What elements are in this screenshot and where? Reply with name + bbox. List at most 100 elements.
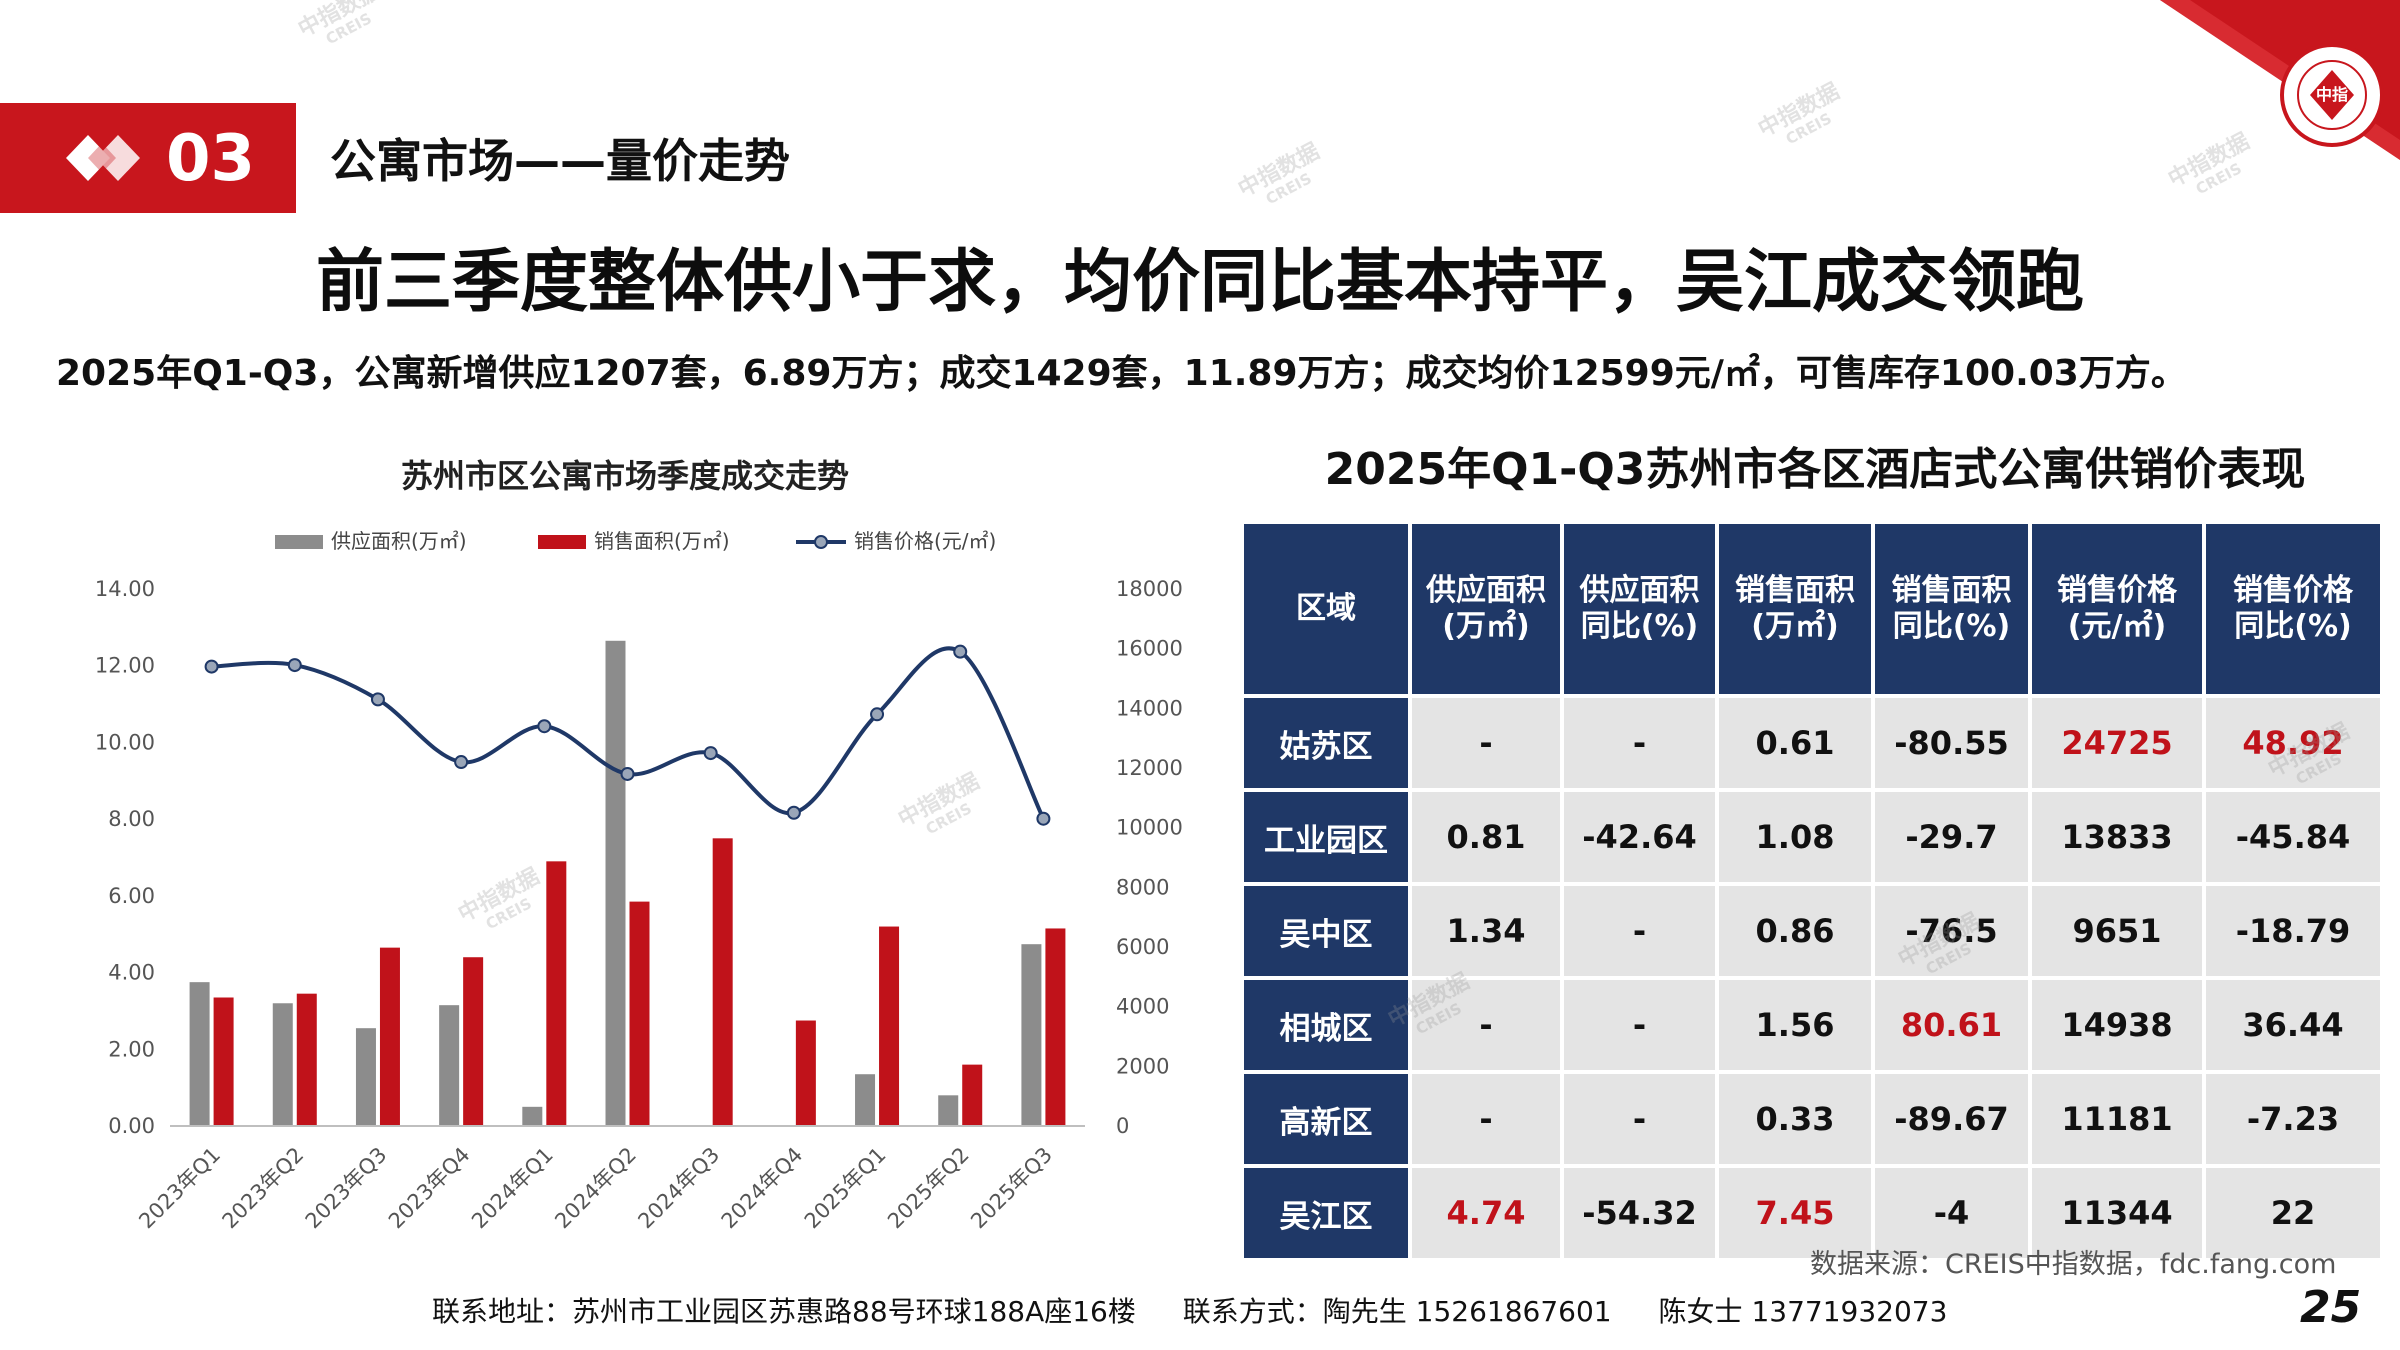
table-region-cell: 吴江区 xyxy=(1240,1164,1412,1262)
table-cell: 0.33 xyxy=(1715,1070,1875,1168)
table-header-text: 同比(%) xyxy=(1580,609,1699,644)
supply-bar xyxy=(189,982,210,1126)
table-row: 姑苏区 - -0.61 -80.55 24725 48.92 xyxy=(1240,694,2384,792)
sales-bar xyxy=(629,901,650,1126)
table-cell: 11344 xyxy=(2028,1164,2206,1262)
chart-legend: 供应面积(万㎡) 销售面积(万㎡) 销售价格(元/㎡) xyxy=(275,529,996,553)
legend-marker-price xyxy=(814,535,828,549)
sales-bar xyxy=(296,993,317,1126)
table-cell: 14938 xyxy=(2028,976,2206,1074)
table-cell: -4 xyxy=(1871,1164,2032,1262)
y-left-tick-label: 12.00 xyxy=(95,654,155,678)
table-row: 吴江区 4.74 -54.32 7.45 -4 11344 22 xyxy=(1240,1164,2384,1262)
table-cell: 0.61 xyxy=(1715,694,1875,792)
legend-swatch-sales xyxy=(538,535,586,549)
table-cell: -18.79 xyxy=(2202,882,2384,980)
table-cell: 7.45 xyxy=(1715,1164,1875,1262)
watermark: 中指数据 CREIS xyxy=(1754,79,1844,149)
table-cell: 1.34 xyxy=(1408,882,1564,980)
supply-bar xyxy=(605,640,626,1126)
x-tick-label: 2024年Q4 xyxy=(717,1143,808,1234)
table-cell: 22 xyxy=(2202,1164,2384,1262)
table-cell: - xyxy=(1408,1070,1564,1168)
logo-center-text: 中指 xyxy=(2316,85,2348,104)
y-left-tick-label: 8.00 xyxy=(108,807,155,831)
table-header-row: 区域 供应面积 (万㎡) 供应面积 同比(%) 销售面积 (万㎡) 销售面积 同比(%) 销售价格… xyxy=(1240,520,2384,698)
table-header-cell: 供应面积 同比(%) xyxy=(1560,520,1719,698)
y-left-tick-label: 2.00 xyxy=(108,1037,155,1061)
table-cell: 1.56 xyxy=(1715,976,1875,1074)
watermark: 中指数据 CREIS xyxy=(1234,139,1324,209)
supply-bar xyxy=(1021,944,1042,1126)
table-header-text: (万㎡) xyxy=(1442,609,1530,644)
price-point xyxy=(703,746,718,761)
y-right-tick-label: 16000 xyxy=(1116,637,1183,661)
table-cell: 9651 xyxy=(2028,882,2206,980)
supply-bar xyxy=(439,1005,460,1126)
table-region-cell: 姑苏区 xyxy=(1240,694,1412,792)
sales-bar xyxy=(962,1064,983,1126)
data-source: 数据来源：CREIS中指数据，fdc.fang.com xyxy=(1810,1249,2337,1280)
chart-area: 供应面积(万㎡) 销售面积(万㎡) 销售价格(元/㎡) 0.00 2.00 4.00… xyxy=(95,529,1183,1234)
watermark: 中指数据 CREIS xyxy=(294,0,384,49)
table-cell: -7.23 xyxy=(2202,1070,2384,1168)
table-header-cell: 供应面积 (万㎡) xyxy=(1408,520,1564,698)
table-header-text: (万㎡) xyxy=(1751,609,1839,644)
summary-text: 2025年Q1-Q3，公寓新增供应1207套，6.89万方；成交1429套，11… xyxy=(56,353,2187,394)
price-point xyxy=(287,658,302,673)
table-header-text: 同比(%) xyxy=(1892,609,2011,644)
y-left-tick-label: 10.00 xyxy=(95,730,155,754)
price-point xyxy=(454,755,469,770)
y-axis-right: 0 2000 4000 6000 8000 10000 12000 14000 16000 180… xyxy=(1116,577,1183,1138)
sales-bar xyxy=(1045,928,1066,1126)
table-region-cell: 吴中区 xyxy=(1240,882,1412,980)
table-cell: - xyxy=(1560,882,1719,980)
table-cell: -80.55 xyxy=(1871,694,2032,792)
table-header-cell: 销售价格 (元/㎡) xyxy=(2028,520,2206,698)
table-header-cell: 销售面积 同比(%) xyxy=(1871,520,2032,698)
table-header-cell: 区域 xyxy=(1240,520,1412,698)
chart-title: 苏州市区公寓市场季度成交走势 xyxy=(400,457,849,495)
footer: 联系地址：苏州市工业园区苏惠路88号环球188A座16楼 联系方式：陶先生 15… xyxy=(432,1290,1985,1334)
table-cell: 80.61 xyxy=(1871,976,2032,1074)
table-header-text: 销售价格 xyxy=(2057,573,2177,608)
table-cell: 48.92 xyxy=(2202,694,2384,792)
table-header-text: 销售面积 xyxy=(1735,573,1855,608)
y-left-tick-label: 0.00 xyxy=(108,1114,155,1138)
table-header-text: 供应面积 xyxy=(1426,573,1546,608)
table-header-text: 区域 xyxy=(1296,591,1356,626)
headline: 前三季度整体供小于求，均价同比基本持平，吴江成交领跑 xyxy=(315,243,2084,322)
table-region-cell: 工业园区 xyxy=(1240,788,1412,886)
table-cell: 36.44 xyxy=(2202,976,2384,1074)
x-tick-label: 2024年Q2 xyxy=(550,1143,641,1234)
supply-bar xyxy=(938,1095,959,1126)
table-cell: -45.84 xyxy=(2202,788,2384,886)
section-badge: 03 xyxy=(0,103,296,213)
price-point xyxy=(370,692,385,707)
table-region-cell: 高新区 xyxy=(1240,1070,1412,1168)
table-cell: -42.64 xyxy=(1560,788,1719,886)
y-right-tick-label: 6000 xyxy=(1116,935,1169,959)
x-tick-label: 2025年Q1 xyxy=(800,1143,891,1234)
y-right-tick-label: 0 xyxy=(1116,1114,1129,1138)
sales-bar xyxy=(379,947,400,1126)
footer-address: 联系地址：苏州市工业园区苏惠路88号环球188A座16楼 xyxy=(432,1295,1136,1328)
price-point xyxy=(537,719,552,734)
y-right-tick-label: 18000 xyxy=(1116,577,1183,601)
sales-bar xyxy=(795,1020,816,1126)
table-row: 工业园区 0.81 -42.64 1.08 -29.7 13833 -45.84 xyxy=(1240,788,2384,886)
table-cell: -89.67 xyxy=(1871,1070,2032,1168)
section-number: 03 xyxy=(166,122,256,196)
table-cell: 4.74 xyxy=(1408,1164,1564,1262)
sales-bar xyxy=(712,838,733,1126)
y-right-tick-label: 8000 xyxy=(1116,875,1169,899)
price-point xyxy=(204,659,219,674)
table-header-text: 销售面积 xyxy=(1891,573,2012,608)
y-left-tick-label: 4.00 xyxy=(108,961,155,985)
price-point xyxy=(1036,811,1051,826)
table-header-text: 同比(%) xyxy=(2234,609,2352,644)
table-row: 吴中区 1.34-0.86 -76.5 9651 -18.79 xyxy=(1240,882,2384,980)
supply-bar xyxy=(355,1028,376,1126)
table-title: 2025年Q1-Q3苏州市各区酒店式公寓供销价表现 xyxy=(1324,444,2306,495)
table-cell: - xyxy=(1560,694,1719,792)
